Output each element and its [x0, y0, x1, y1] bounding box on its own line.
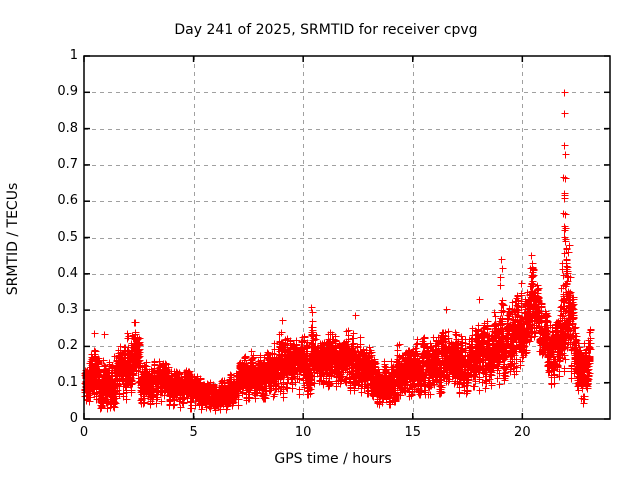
- y-tick-label: 0.7: [57, 156, 78, 172]
- x-tick-label: 10: [294, 425, 312, 440]
- x-tick-label: 15: [404, 425, 422, 440]
- y-tick-label: 0.6: [57, 193, 78, 209]
- scatter-series: [81, 89, 595, 415]
- y-tick-label: 0.3: [57, 302, 78, 318]
- x-tick-label: 5: [189, 425, 198, 440]
- x-tick-label: 20: [514, 425, 531, 440]
- x-tick-label: 0: [79, 425, 89, 440]
- y-tick-label: 0.8: [57, 120, 78, 136]
- y-tick-label: 0.2: [57, 338, 78, 354]
- y-tick-label: 0.9: [57, 84, 78, 100]
- x-axis-label: GPS time / hours: [274, 451, 392, 467]
- y-tick-label: 1: [69, 48, 78, 63]
- chart-title: Day 241 of 2025, SRMTID for receiver cpv…: [174, 22, 478, 38]
- y-tick-label: 0.4: [57, 265, 78, 281]
- y-tick-label: 0: [69, 411, 78, 426]
- y-tick-label: 0.1: [57, 374, 78, 390]
- plot-border: [83, 55, 611, 420]
- y-tick-label: 0.5: [57, 229, 78, 245]
